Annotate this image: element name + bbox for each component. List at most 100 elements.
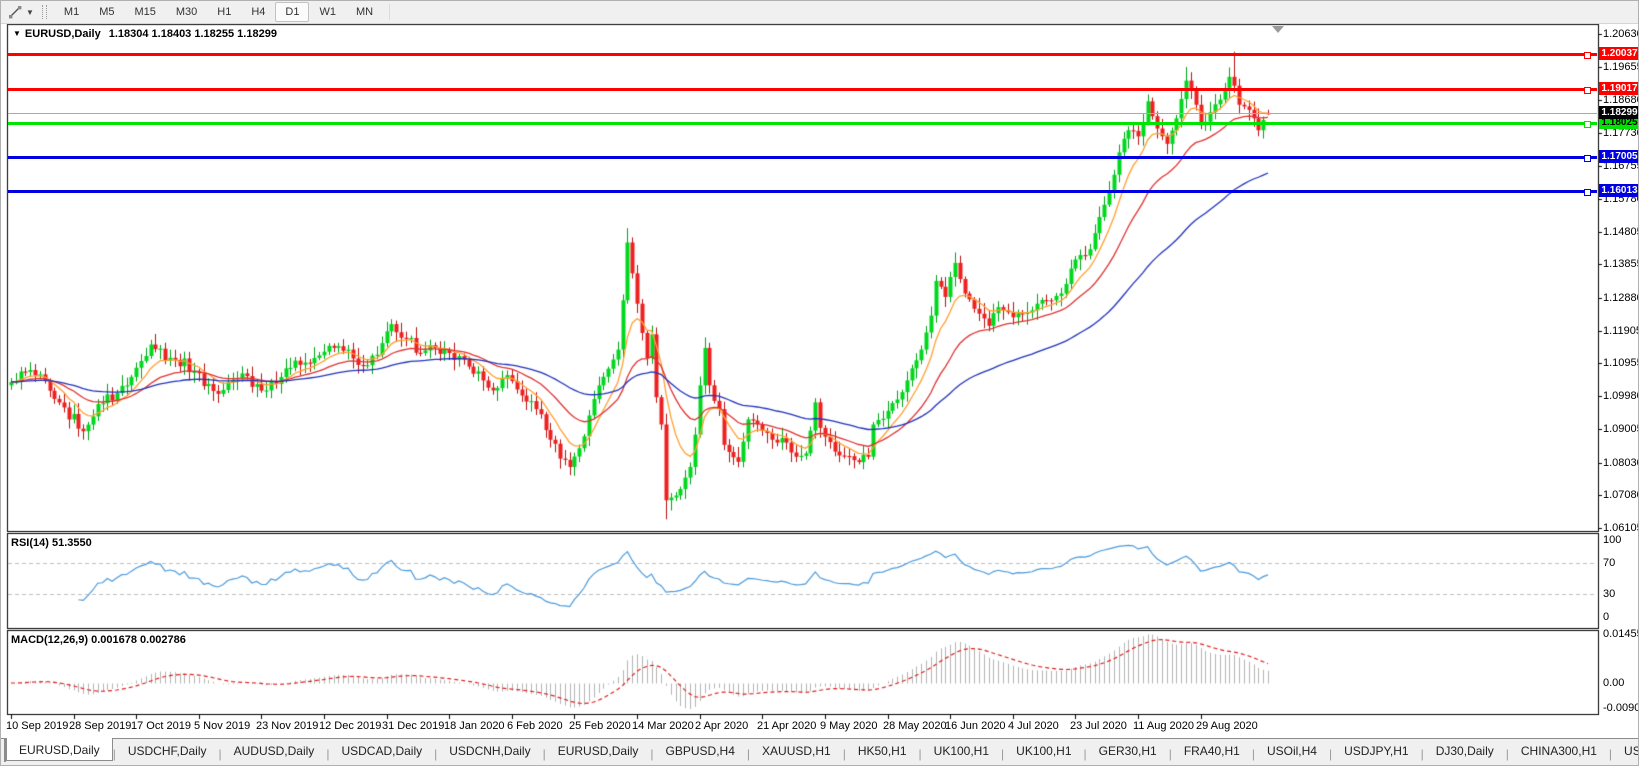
rsi-axis-label: 70 bbox=[1603, 557, 1616, 569]
timeframe-button-h1[interactable]: H1 bbox=[217, 6, 232, 18]
price-axis-label: 1.12880 bbox=[1603, 292, 1639, 304]
chart-title-symbol: EURUSD,Daily bbox=[24, 28, 101, 40]
chart-title: ▼ EURUSD,Daily 1.18304 1.18403 1.18255 1.1… bbox=[13, 28, 277, 40]
line-studies-icon[interactable] bbox=[5, 3, 25, 21]
chart-tab-china300h1[interactable]: CHINA300,H1 bbox=[1520, 743, 1597, 758]
tab-separator: | bbox=[1420, 746, 1424, 761]
line-drag-handle[interactable] bbox=[1584, 188, 1591, 196]
price-axis-label: 1.09980 bbox=[1603, 390, 1639, 402]
macd-axis-label: -0.009001 bbox=[1603, 702, 1638, 714]
chart-tab-ger30h1[interactable]: GER30,H1 bbox=[1098, 743, 1157, 758]
tab-separator: | bbox=[542, 746, 546, 761]
date-axis-label: 12 Dec 2019 bbox=[319, 720, 382, 732]
current-price-flag: 1.18299 bbox=[1599, 106, 1638, 119]
chart-tab-usoilh4[interactable]: USOil,H4 bbox=[1266, 743, 1317, 758]
timeframe-button-m5[interactable]: M5 bbox=[99, 6, 115, 18]
horizontal-line-1.16013[interactable] bbox=[8, 188, 1597, 196]
date-axis-label: 28 May 2020 bbox=[883, 720, 947, 732]
price-axis-label: 1.18680 bbox=[1603, 94, 1639, 106]
chart-tab-uk100h1[interactable]: UK100,H1 bbox=[1016, 743, 1072, 758]
date-axis-label: 21 Apr 2020 bbox=[757, 720, 817, 732]
price-axis-label: 1.06105 bbox=[1603, 522, 1639, 534]
rsi-axis-label: 30 bbox=[1603, 588, 1616, 600]
rsi-axis-label: 100 bbox=[1603, 534, 1622, 546]
price-axis-label: 1.19655 bbox=[1603, 61, 1639, 73]
tab-separator: | bbox=[1083, 746, 1087, 761]
price-axis-label: 1.10955 bbox=[1603, 357, 1639, 369]
date-axis-label: 25 Feb 2020 bbox=[569, 720, 631, 732]
price-axis-label: 1.11905 bbox=[1603, 325, 1639, 337]
tab-separator: | bbox=[1505, 746, 1509, 761]
macd-axis-label: 0.00 bbox=[1603, 677, 1625, 689]
chart-tab-gbpusdh4[interactable]: GBPUSD,H4 bbox=[665, 743, 735, 758]
horizontal-line-1.18025[interactable] bbox=[8, 120, 1597, 128]
macd-panel-title: MACD(12,26,9) 0.001678 0.002786 bbox=[11, 634, 186, 646]
tab-strip-edge bbox=[4, 739, 6, 762]
rsi-axis-label: 0 bbox=[1603, 611, 1610, 623]
top-toolbar: ▼ M1 M5 M15 M30 H1 H4 D1 W1 MN bbox=[1, 1, 1638, 24]
chart-collapse-icon[interactable]: ▼ bbox=[13, 29, 21, 38]
toolbar-separator bbox=[389, 4, 391, 20]
chart-shift-marker bbox=[1272, 26, 1284, 33]
date-axis-label: 11 Aug 2020 bbox=[1133, 720, 1194, 732]
horizontal-line-1.19017[interactable] bbox=[8, 86, 1597, 94]
date-axis-label: 16 Jun 2020 bbox=[945, 720, 1006, 732]
price-flag-1.18025: 1.18025 bbox=[1599, 116, 1638, 129]
line-drag-handle[interactable] bbox=[1584, 86, 1591, 94]
chart-tab-usdchfdaily[interactable]: USDCHF,Daily bbox=[127, 743, 207, 758]
price-axis-label: 1.07080 bbox=[1603, 489, 1639, 501]
chart-tab-dj30daily[interactable]: DJ30,Daily bbox=[1435, 743, 1494, 758]
chart-tab-eurusddaily[interactable]: EURUSD,Daily bbox=[557, 743, 639, 758]
tab-separator: | bbox=[326, 746, 330, 761]
toolbar-dropdown-caret[interactable]: ▼ bbox=[26, 7, 34, 17]
line-drag-handle[interactable] bbox=[1584, 51, 1591, 59]
current-price-line bbox=[8, 113, 1597, 114]
chart-tab-usdcaddaily[interactable]: USDCAD,Daily bbox=[341, 743, 423, 758]
tab-separator: | bbox=[746, 746, 751, 761]
horizontal-line-1.17005[interactable] bbox=[8, 154, 1597, 162]
price-flag-1.20037: 1.20037 bbox=[1599, 47, 1638, 60]
timeframe-toolbar: M1 M5 M15 M30 H1 H4 D1 W1 MN bbox=[54, 2, 383, 22]
tab-separator: | bbox=[112, 746, 116, 761]
tab-separator: | bbox=[650, 746, 654, 761]
chart-tab-usoilh1[interactable]: USOil,H1 bbox=[1624, 743, 1638, 758]
horizontal-line-1.20037[interactable] bbox=[8, 51, 1597, 59]
timeframe-button-m15[interactable]: M15 bbox=[134, 6, 156, 18]
chart-tab-hk50h1[interactable]: HK50,H1 bbox=[857, 743, 907, 758]
price-flag-1.19017: 1.19017 bbox=[1599, 82, 1638, 95]
timeframe-button-d1[interactable]: D1 bbox=[275, 2, 310, 22]
timeframe-button-h4[interactable]: H4 bbox=[251, 6, 266, 18]
date-axis-label: 23 Nov 2019 bbox=[256, 720, 319, 732]
tab-separator: | bbox=[1001, 746, 1005, 761]
date-axis-label: 10 Sep 2019 bbox=[6, 720, 69, 732]
price-axis-label: 1.20630 bbox=[1603, 28, 1639, 40]
toolbar-grip bbox=[41, 5, 47, 19]
chart-tab-audusddaily[interactable]: AUDUSD,Daily bbox=[233, 743, 315, 758]
tab-separator: | bbox=[842, 746, 846, 761]
chart-tab-usdcnhdaily[interactable]: USDCNH,Daily bbox=[449, 743, 531, 758]
chart-tabs-bar: EURUSD,Daily | USDCHF,Daily | AUDUSD,Daily | U… bbox=[1, 738, 1638, 765]
timeframe-button-m30[interactable]: M30 bbox=[175, 6, 198, 18]
tab-separator: | bbox=[434, 746, 438, 761]
date-axis-label: 23 Jul 2020 bbox=[1070, 720, 1127, 732]
chart-tab-uk100h1[interactable]: UK100,H1 bbox=[933, 743, 990, 758]
price-axis-label: 1.16755 bbox=[1603, 160, 1639, 172]
tab-separator: | bbox=[1251, 746, 1255, 761]
chart-tab-usdjpyh1[interactable]: USDJPY,H1 bbox=[1344, 743, 1409, 758]
timeframe-button-m1[interactable]: M1 bbox=[63, 6, 80, 18]
line-drag-handle[interactable] bbox=[1584, 120, 1591, 128]
tab-separator: | bbox=[1328, 746, 1333, 761]
chart-tab-fra40h1[interactable]: FRA40,H1 bbox=[1183, 743, 1240, 758]
date-axis-label: 29 Aug 2020 bbox=[1196, 720, 1258, 732]
date-axis-label: 2 Apr 2020 bbox=[695, 720, 749, 732]
timeframe-button-w1[interactable]: W1 bbox=[319, 6, 336, 18]
chart-tab-xauusdh1[interactable]: XAUUSD,H1 bbox=[762, 743, 831, 758]
price-axis-label: 1.09005 bbox=[1603, 423, 1639, 435]
timeframe-button-mn[interactable]: MN bbox=[355, 6, 374, 18]
trendline-glyph bbox=[8, 5, 21, 18]
line-drag-handle[interactable] bbox=[1584, 154, 1591, 162]
rsi-panel-title: RSI(14) 51.3550 bbox=[11, 537, 92, 549]
chart-tab-eurusddaily[interactable]: EURUSD,Daily bbox=[6, 738, 113, 761]
